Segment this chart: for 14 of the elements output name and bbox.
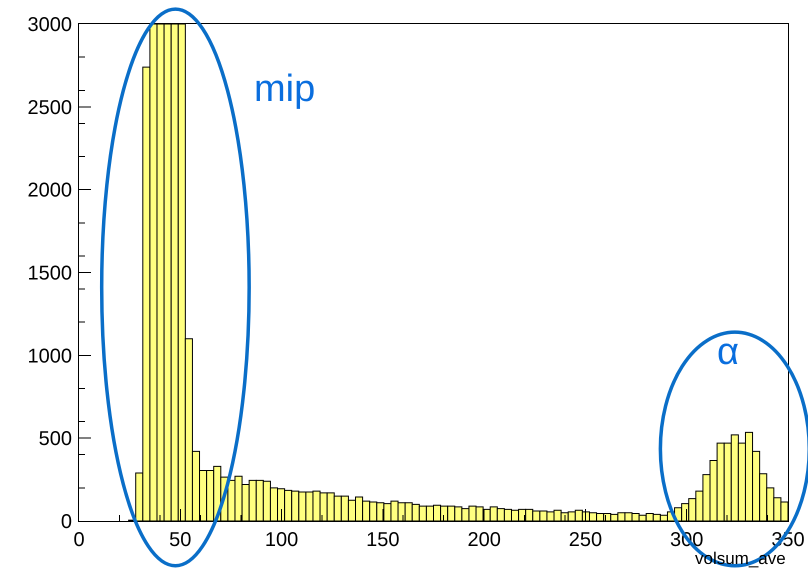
x-tick-label: 200 <box>467 529 501 551</box>
x-tick-label: 50 <box>169 529 192 551</box>
x-tick-label: 150 <box>366 529 400 551</box>
annotation: mip <box>254 68 316 110</box>
x-tick-label: 250 <box>568 529 602 551</box>
y-tick-label: 1500 <box>28 262 72 284</box>
x-tick-label: 100 <box>264 529 298 551</box>
y-tick-label: 500 <box>38 428 72 450</box>
y-tick-label: 0 <box>60 511 72 533</box>
y-tick-label: 2000 <box>28 180 72 202</box>
y-tick-label: 1000 <box>28 345 72 368</box>
y-tick-label: 2500 <box>28 96 72 119</box>
y-tick-label: 3000 <box>28 14 72 36</box>
annotation: α <box>717 331 739 373</box>
